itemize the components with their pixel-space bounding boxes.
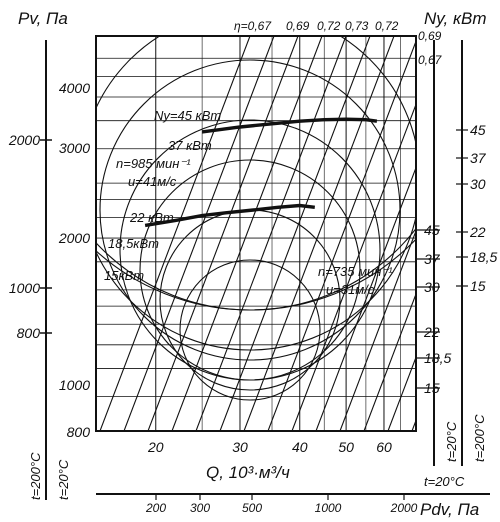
temp-label-left-20: t=20°C [56,459,71,500]
power-label-18: 18,5кВт [108,236,159,251]
temp-label-bottom-20: t=20°C [424,474,465,489]
efficiency-right-label-0: 0,69 [418,29,442,43]
pdv-tick-2: 500 [242,501,262,515]
power-label-37: 37 кВт [168,138,212,153]
grid [95,36,416,431]
y-left-inner-tick-2: 2000 [58,230,90,246]
diagonal-12 [387,355,416,431]
y-left-inner-tick-0: 4000 [59,80,90,96]
y-left-inner-tick-labels: 4000 3000 2000 1000 800 [58,80,90,440]
x-tick-1: 30 [232,439,248,455]
x-axis-title: Q, 10³·м³/ч [206,463,290,482]
pdv-axis-title: Pdv, Па [420,500,479,519]
power-arc-2 [96,36,416,351]
right-high-tick-1: 37 [470,150,487,166]
x-tick-4: 60 [376,439,392,455]
efficiency-label-1: 0,69 [286,19,310,33]
diagonal-11 [363,292,416,431]
power-label-15: 15кВт [104,268,144,283]
y-axis-title-left: Pv, Па [18,9,68,28]
pdv-tick-3: 1000 [315,501,342,515]
y-axis-title-right: Ny, кВт [424,9,487,28]
pdv-tick-labels: 200 300 500 1000 2000 [145,494,418,515]
diagonal-3 [171,36,323,431]
y-left-outer-tick-2: 800 [17,325,41,341]
y-left-outer-tick-1: 1000 [9,280,40,296]
series-labels: n=985 мин⁻¹ u=41м/с n=735 мин⁻¹ u=31м/с [116,156,393,297]
diagonal-5 [219,36,371,431]
diagonal-1 [123,36,275,431]
diagonal-6 [243,36,395,431]
diagonal-0 [99,36,251,431]
y-left-inner-tick-1: 3000 [59,140,90,156]
pdv-tick-4: 2000 [390,501,418,515]
series-sub-735: u=31м/с [326,282,375,297]
plot-frame [95,35,417,432]
pdv-tick-1: 300 [190,501,210,515]
efficiency-label-2: 0,72 [317,19,341,33]
efficiency-label-3: 0,73 [345,19,369,33]
right-power-ticks-high: 45 37 30 22 18,5 15 [456,122,497,294]
power-arc-5 [139,159,361,381]
right-high-tick-4: 18,5 [470,249,497,265]
series-label-735: n=735 мин⁻¹ [318,264,393,279]
power-arc-1 [96,227,416,311]
efficiency-label-4: 0,72 [375,19,399,33]
diagonal-7 [267,39,416,431]
diagonal-8 [291,102,416,431]
right-high-tick-2: 30 [470,176,486,192]
power-label-22: 22 кВт [129,210,174,225]
x-tick-3: 50 [338,439,354,455]
right-high-tick-0: 45 [470,122,486,138]
diagonal-9 [315,166,416,431]
efficiency-labels: η=0,67 0,69 0,72 0,73 0,72 0,69 0,67 [234,19,443,67]
x-tick-2: 40 [292,439,308,455]
temp-label-left-200: t=200°C [28,452,43,500]
x-tick-labels: 20 30 40 50 60 [147,439,392,455]
diagonal-2 [147,36,299,431]
diagonal-lines [99,36,416,431]
power-arc-3 [99,59,401,361]
power-label-45: Ny=45 кВт [154,108,221,123]
right-high-tick-3: 22 [469,224,486,240]
efficiency-right-label-1: 0,67 [418,53,443,67]
series-label-985: n=985 мин⁻¹ [116,156,191,171]
pdv-tick-0: 200 [145,501,166,515]
y-left-outer-tick-labels: 2000 1000 800 [8,132,52,341]
diagonal-4 [195,36,347,431]
temp-label-right-20: t=20°C [444,421,459,462]
y-left-inner-tick-4: 800 [67,424,91,440]
series-curves [144,117,378,228]
diagonal-10 [339,229,416,431]
temp-label-right-200: t=200°C [472,414,487,462]
series-curve-1 [144,203,316,228]
series-curve-0 [201,117,378,134]
series-sub-985: u=41м/с [128,174,177,189]
right-high-tick-5: 15 [470,278,486,294]
y-left-outer-tick-0: 2000 [8,132,40,148]
power-arc-7 [179,259,321,401]
efficiency-label-0: η=0,67 [234,19,272,33]
x-tick-0: 20 [147,439,164,455]
y-left-inner-tick-3: 1000 [59,377,90,393]
temperature-labels: t=200°C t=20°C t=20°C t=200°C t=20°C [28,414,487,500]
power-arcs [96,36,416,401]
power-curve-labels: Ny=45 кВт 37 кВт 22 кВт 18,5кВт 15кВт [104,108,221,283]
